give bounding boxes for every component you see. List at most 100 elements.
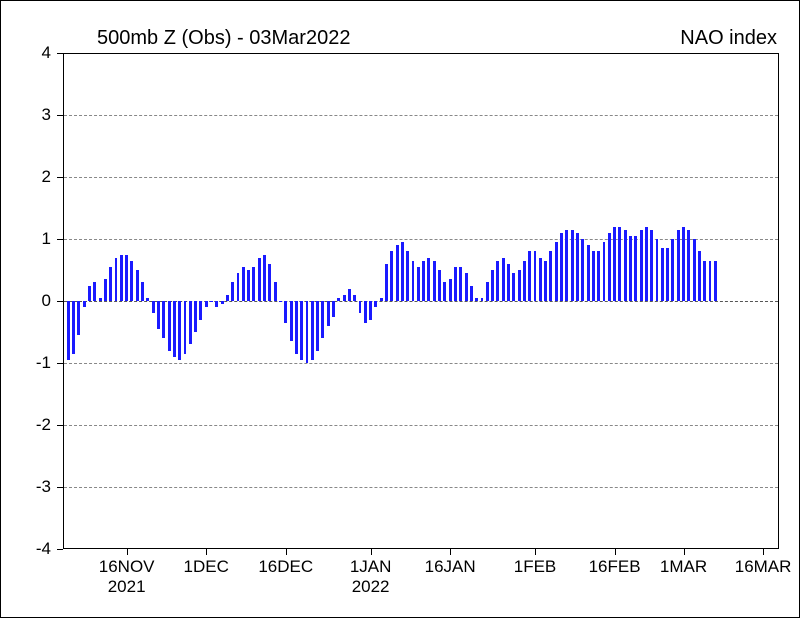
bar: [406, 251, 409, 301]
bar: [709, 261, 712, 301]
bar: [666, 248, 669, 301]
bar: [152, 301, 155, 313]
bar: [422, 261, 425, 301]
chart-title-right: NAO index: [680, 27, 777, 50]
bar: [263, 255, 266, 302]
bar: [380, 298, 383, 301]
bar: [565, 230, 568, 301]
bar: [226, 295, 229, 301]
bar: [608, 233, 611, 301]
bar: [316, 301, 319, 351]
bar: [215, 301, 218, 307]
bar: [470, 286, 473, 302]
bar: [104, 279, 107, 301]
bar: [268, 264, 271, 301]
y-tick-label: 0: [1, 291, 51, 311]
bar: [337, 298, 340, 301]
bar: [252, 267, 255, 301]
bar: [332, 301, 335, 317]
bar: [645, 227, 648, 301]
x-tick-label: 16JAN: [405, 557, 495, 577]
bar: [321, 301, 324, 338]
y-gridline: [64, 115, 778, 116]
bar: [677, 230, 680, 301]
bar: [417, 267, 420, 301]
y-gridline: [64, 487, 778, 488]
bar: [231, 282, 234, 301]
bar: [671, 239, 674, 301]
bar: [162, 301, 165, 338]
bar: [613, 227, 616, 301]
bar: [634, 236, 637, 301]
x-tick: [450, 549, 451, 555]
bar: [120, 255, 123, 302]
bar: [629, 236, 632, 301]
bar: [703, 261, 706, 301]
bar: [465, 273, 468, 301]
y-tick-label: -2: [1, 415, 51, 435]
y-tick-label: 4: [1, 43, 51, 63]
zero-line: [64, 301, 778, 302]
bar: [205, 301, 208, 307]
bar: [534, 251, 537, 301]
bar: [109, 267, 112, 301]
y-tick: [57, 115, 63, 116]
bar: [77, 301, 80, 335]
bar: [136, 270, 139, 301]
y-gridline: [64, 363, 778, 364]
bar: [502, 258, 505, 301]
x-tick: [127, 549, 128, 555]
bar: [576, 233, 579, 301]
bar: [581, 239, 584, 301]
bar: [237, 273, 240, 301]
bar: [560, 233, 563, 301]
y-tick: [57, 53, 63, 54]
y-tick-label: -3: [1, 477, 51, 497]
x-tick-label: 1FEB: [490, 557, 580, 577]
x-tick: [286, 549, 287, 555]
bar: [401, 242, 404, 301]
y-tick-label: 3: [1, 105, 51, 125]
bar: [210, 301, 213, 302]
bar: [327, 301, 330, 326]
bar: [491, 270, 494, 301]
bar: [93, 282, 96, 301]
bar: [555, 242, 558, 301]
bar: [687, 230, 690, 301]
bar: [475, 298, 478, 301]
y-tick: [57, 301, 63, 302]
x-tick-label: 1MAR: [639, 557, 729, 577]
bar: [544, 261, 547, 301]
y-tick: [57, 239, 63, 240]
bar: [295, 301, 298, 354]
bar: [523, 261, 526, 301]
bar: [168, 301, 171, 351]
bar: [592, 251, 595, 301]
x-tick-label: 16NOV 2021: [82, 557, 172, 597]
x-tick-label: 16DEC: [241, 557, 331, 577]
bar: [199, 301, 202, 320]
bar: [83, 301, 86, 307]
x-tick: [206, 549, 207, 555]
bar: [507, 264, 510, 301]
x-tick-label: 1JAN 2022: [326, 557, 416, 597]
bar: [189, 301, 192, 344]
bar: [306, 301, 309, 363]
y-tick: [57, 549, 63, 550]
chart-title-left: 500mb Z (Obs) - 03Mar2022: [97, 27, 350, 50]
bar: [311, 301, 314, 360]
bar: [290, 301, 293, 341]
bar: [603, 242, 606, 301]
bar: [274, 282, 277, 301]
bar: [146, 298, 149, 301]
y-tick-label: -4: [1, 539, 51, 559]
bar: [412, 261, 415, 301]
bar: [682, 227, 685, 301]
x-tick-label: 16MAR: [718, 557, 800, 577]
y-tick: [57, 487, 63, 488]
bar: [88, 286, 91, 302]
bar: [549, 251, 552, 301]
bar: [242, 267, 245, 301]
bar: [481, 298, 484, 301]
bar: [115, 258, 118, 301]
